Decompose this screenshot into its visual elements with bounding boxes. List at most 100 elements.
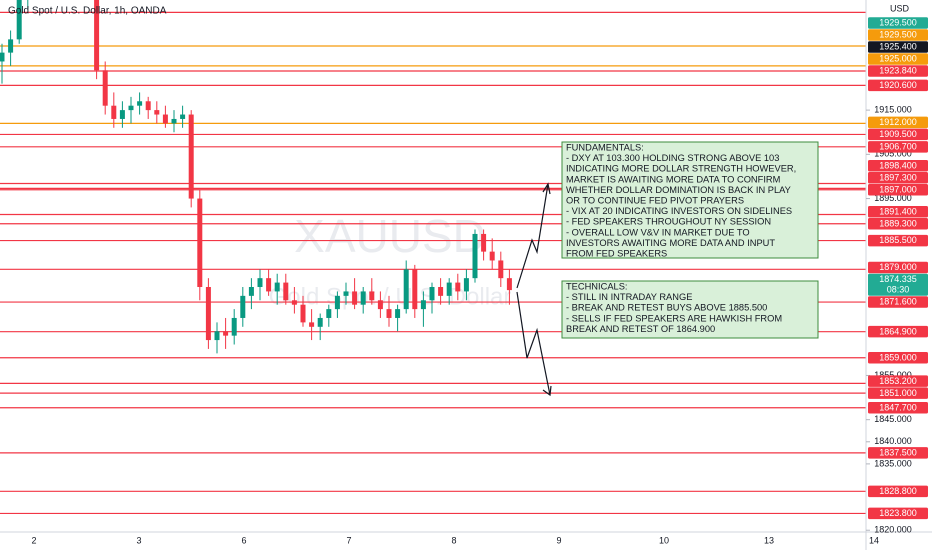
y-tick-label: 1915.000 bbox=[874, 104, 912, 114]
price-tag-label: 1828.800 bbox=[879, 486, 917, 496]
candle-body bbox=[214, 331, 220, 341]
candle-body bbox=[472, 233, 478, 279]
price-tag bbox=[868, 141, 928, 153]
y-tick-label: 1840.000 bbox=[874, 436, 912, 446]
candle-body bbox=[481, 233, 487, 252]
annotation-line: - VIX AT 20 INDICATING INVESTORS ON SIDE… bbox=[566, 206, 792, 216]
candle-body bbox=[403, 269, 409, 310]
candle-body bbox=[283, 282, 289, 301]
price-tag-label: 1885.500 bbox=[879, 235, 917, 245]
candle-body bbox=[162, 114, 168, 124]
price-tag bbox=[868, 485, 928, 498]
price-tag-label: 1909.500 bbox=[879, 129, 917, 139]
candle-body bbox=[326, 309, 332, 318]
arrow-head bbox=[542, 385, 552, 397]
x-tick-label: 7 bbox=[346, 535, 351, 545]
price-tag bbox=[868, 29, 928, 41]
candle-body bbox=[154, 110, 160, 115]
annotation-line: - STILL IN INTRADAY RANGE bbox=[566, 292, 692, 302]
annotation-line: MARKET IS AWAITING MORE DATA TO CONFIRM bbox=[566, 174, 780, 184]
candle-body bbox=[8, 39, 14, 53]
price-tag-label: 1897.000 bbox=[879, 184, 917, 194]
price-tag-label: 1859.000 bbox=[879, 352, 917, 362]
x-tick-label: 3 bbox=[136, 535, 141, 545]
candle-body bbox=[352, 291, 358, 305]
candle-body bbox=[205, 287, 211, 341]
time-axis: 2 3 6 7 8 9 10 13 14 bbox=[31, 535, 879, 545]
price-tag bbox=[868, 387, 928, 399]
candle-body bbox=[257, 278, 263, 288]
annotation-line: FUNDAMENTALS: bbox=[566, 142, 644, 152]
y-tick-label: 1820.000 bbox=[874, 525, 912, 535]
candle-body bbox=[489, 251, 495, 261]
candle-body bbox=[291, 300, 297, 305]
candle-body bbox=[412, 269, 418, 310]
x-tick-label: 13 bbox=[764, 535, 774, 545]
candle-body bbox=[231, 317, 237, 336]
candle-body bbox=[137, 101, 143, 106]
price-tag bbox=[868, 447, 928, 459]
price-tag bbox=[868, 116, 928, 129]
price-tag-label: 1897.300 bbox=[879, 172, 917, 182]
watermark: XAUUSD Gold Spot / U.S. Dollar bbox=[269, 210, 512, 310]
annotations: FUNDAMENTALS:- DXY AT 103.300 HOLDING ST… bbox=[561, 141, 819, 339]
price-tag-label: 1847.700 bbox=[879, 402, 917, 412]
y-tick-label: 1845.000 bbox=[874, 414, 912, 424]
price-tag bbox=[868, 375, 928, 387]
annotation-box bbox=[561, 141, 819, 259]
price-tag bbox=[868, 183, 928, 196]
candle-body bbox=[334, 295, 340, 310]
candle-body bbox=[317, 317, 323, 327]
annotation-line: OR TO CONTINUE FED PIVOT PRAYERS bbox=[566, 195, 744, 205]
price-tag-label: 1929.500 bbox=[879, 18, 917, 28]
candle-body bbox=[274, 282, 280, 292]
annotation-line: BREAK AND RETEST OF 1864.900 bbox=[566, 324, 715, 334]
price-tag-label: 1874.335 bbox=[879, 274, 917, 284]
candle-body bbox=[300, 304, 306, 323]
price-tag bbox=[868, 53, 928, 65]
annotation-line: INDICATING MORE DOLLAR STRENGTH HOWEVER, bbox=[566, 164, 796, 174]
price-tag bbox=[868, 352, 928, 364]
candle-body bbox=[420, 300, 426, 310]
candle-body bbox=[119, 110, 125, 119]
candle-body bbox=[171, 118, 177, 124]
x-tick-label: 8 bbox=[451, 535, 456, 545]
candle-body bbox=[343, 291, 349, 296]
price-tag bbox=[868, 171, 928, 184]
price-tag-label: 1837.500 bbox=[879, 447, 917, 457]
annotation-box bbox=[561, 280, 819, 339]
price-tag-label: 1823.800 bbox=[879, 508, 917, 518]
price-tag-label: 1929.500 bbox=[879, 30, 917, 40]
annotation-line: - DXY AT 103.300 HOLDING STRONG ABOVE 10… bbox=[566, 153, 779, 163]
candle-body bbox=[128, 105, 134, 111]
candle-body bbox=[506, 278, 512, 291]
price-tag-label: 1871.600 bbox=[879, 297, 917, 307]
candle-body bbox=[0, 52, 5, 62]
arrow-head bbox=[542, 182, 551, 195]
candle-body bbox=[395, 309, 401, 318]
price-tag-label: 1920.600 bbox=[879, 80, 917, 90]
price-tag bbox=[868, 41, 928, 53]
price-tag bbox=[868, 234, 928, 247]
candle-body bbox=[240, 295, 246, 318]
candle-body bbox=[188, 114, 194, 199]
price-tag bbox=[868, 273, 928, 296]
chart-title: Gold Spot / U.S. Dollar, 1h, OANDA bbox=[8, 6, 167, 17]
candle-body bbox=[180, 114, 186, 119]
annotation-line: WHETHER DOLLAR DOMINATION IS BACK IN PLA… bbox=[566, 185, 791, 195]
y-tick-label: 1855.000 bbox=[874, 370, 912, 380]
annotation-line: - OVERALL LOW V&V IN MARKET DUE TO bbox=[566, 227, 750, 237]
candle-body bbox=[446, 282, 452, 296]
candle-body bbox=[111, 105, 117, 119]
price-tag-label: 1851.000 bbox=[879, 388, 917, 398]
candle-body bbox=[248, 287, 254, 296]
price-tag bbox=[868, 325, 928, 338]
price-tag bbox=[868, 296, 928, 308]
price-tag bbox=[868, 79, 928, 92]
price-axis: 1915.000 1905.000 1895.000 1855.000 1845.000… bbox=[866, 104, 912, 535]
candle-body bbox=[102, 70, 108, 106]
price-tag-label: 1925.000 bbox=[879, 54, 917, 64]
price-tag-label: 1889.300 bbox=[879, 218, 917, 228]
price-tag bbox=[868, 218, 928, 230]
